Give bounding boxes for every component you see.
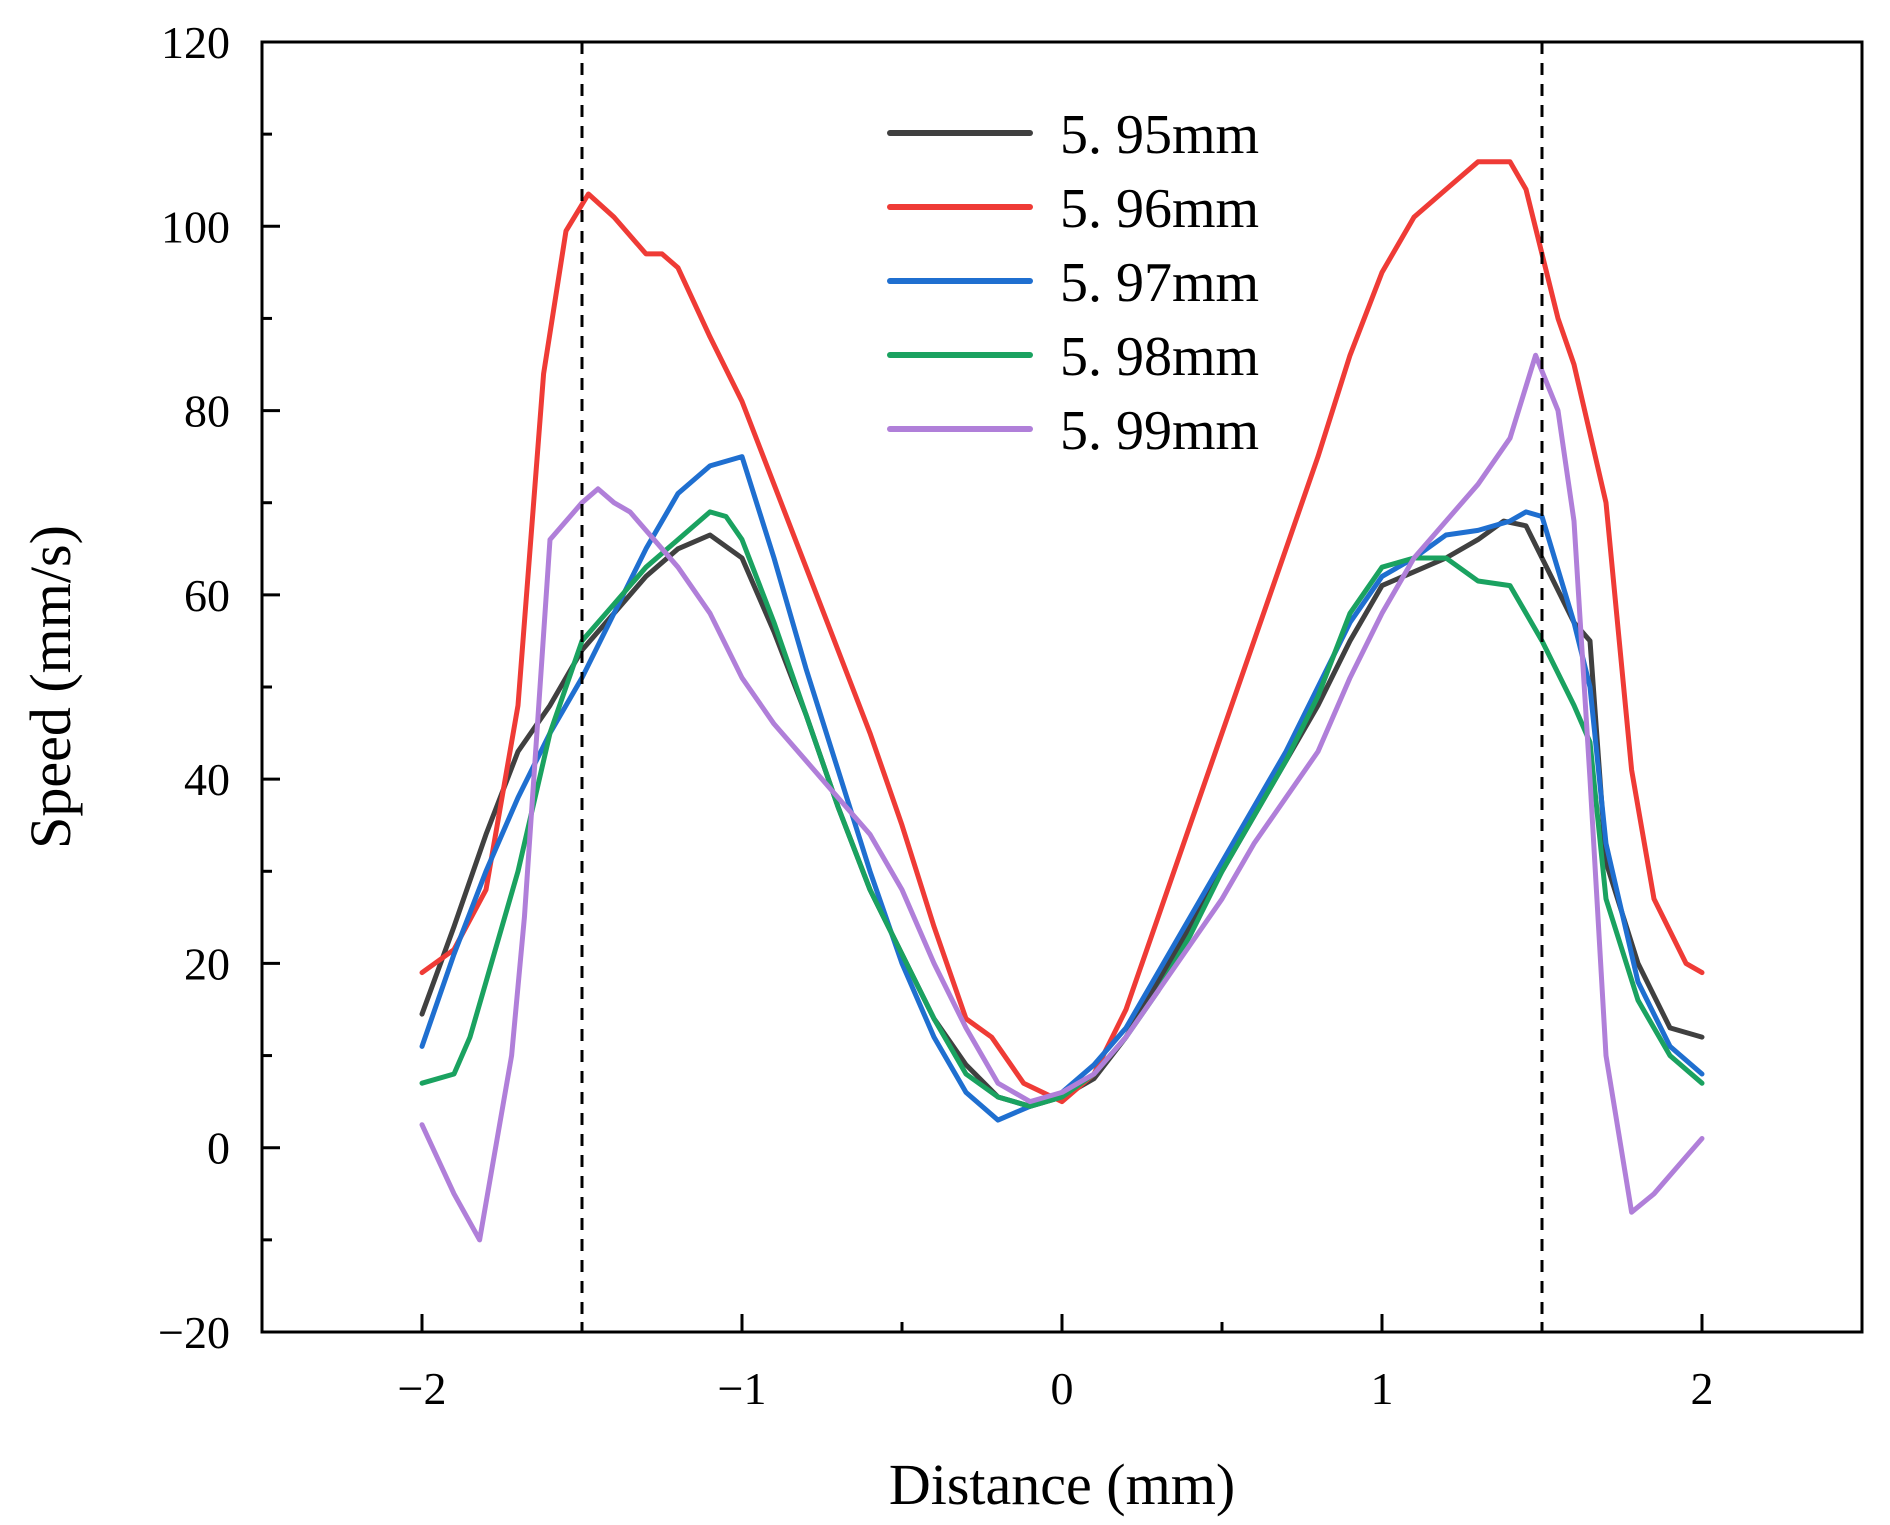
x-axis-ticks: −2 −1 0 1 2 (398, 1314, 1714, 1414)
y-tick-label: 120 (161, 17, 230, 68)
x-tick-label: 1 (1371, 1363, 1394, 1414)
y-tick-label: 100 (161, 201, 230, 252)
y-tick-label: −20 (158, 1307, 230, 1358)
legend-label-5.97mm: 5. 97mm (1060, 252, 1259, 314)
series-line-5.95mm (419, 518, 1705, 1109)
x-tick-label: −1 (718, 1363, 767, 1414)
y-axis-title: Speed (mm/s) (18, 525, 83, 849)
legend: 5. 95mm 5. 96mm 5. 97mm 5. 98mm 5. 99mm (887, 104, 1259, 462)
legend-label-5.99mm: 5. 99mm (1060, 400, 1259, 462)
reference-lines (580, 42, 1544, 1332)
x-axis-title: Distance (mm) (889, 1452, 1235, 1517)
series-lines (419, 159, 1705, 1243)
x-tick-label: −2 (398, 1363, 447, 1414)
legend-label-5.98mm: 5. 98mm (1060, 326, 1259, 388)
y-tick-label: 0 (207, 1123, 230, 1174)
series-line-5.97mm (419, 454, 1705, 1123)
legend-label-5.96mm: 5. 96mm (1060, 178, 1259, 240)
y-tick-label: 40 (184, 754, 230, 805)
legend-label-5.95mm: 5. 95mm (1060, 104, 1259, 166)
series-line-5.99mm (419, 352, 1705, 1243)
y-tick-label: 60 (184, 570, 230, 621)
x-tick-label: 2 (1691, 1363, 1714, 1414)
series-line-5.98mm (419, 509, 1705, 1109)
x-tick-label: 0 (1051, 1363, 1074, 1414)
y-tick-label: 80 (184, 386, 230, 437)
y-tick-label: 20 (184, 938, 230, 989)
y-axis-ticks: −20 0 20 40 60 80 100 120 (158, 17, 280, 1358)
